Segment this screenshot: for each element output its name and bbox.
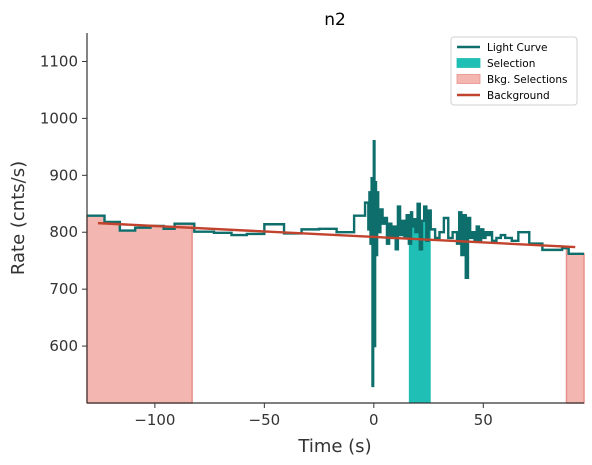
legend-label: Background [487, 90, 550, 102]
x-tick-label: −100 [134, 411, 175, 429]
legend: Light Curve Selection Bkg. Selections Backg… [450, 36, 578, 106]
legend-label: Bkg. Selections [487, 74, 567, 86]
legend-swatch [456, 74, 481, 84]
legend-label: Light Curve [487, 42, 548, 54]
legend-label: Selection [487, 58, 535, 70]
x-tick-label: −50 [249, 411, 281, 429]
bkg-selection-0 [86, 214, 193, 404]
y-tick-label: 600 [49, 337, 78, 355]
y-tick-label: 1100 [40, 52, 78, 70]
y-tick-label: 1000 [40, 109, 78, 127]
y-axis-label: Rate (cnts/s) [8, 161, 29, 275]
y-tick-label: 700 [49, 280, 78, 298]
x-tick-label: 0 [369, 411, 379, 429]
legend-box [450, 36, 578, 106]
y-tick-label: 800 [49, 223, 78, 241]
y-tick-label: 900 [49, 166, 78, 184]
x-tick-label: 50 [474, 411, 493, 429]
legend-swatch [456, 58, 481, 68]
chart-fills [86, 203, 585, 404]
x-axis-label: Time (s) [297, 436, 371, 457]
source-selection [408, 203, 431, 403]
chart-axes: −100 −50 0 50 600 700 800 900 1000 1100 [40, 33, 584, 429]
background-line [97, 221, 576, 249]
chart-series [87, 139, 584, 388]
chart-title: n2 [324, 10, 346, 30]
bkg-selection-1 [565, 247, 585, 404]
light-curve-line [87, 139, 584, 388]
